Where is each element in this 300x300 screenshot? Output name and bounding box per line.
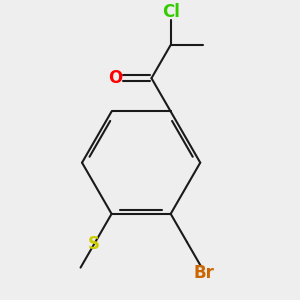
Text: Br: Br [194, 264, 214, 282]
Text: O: O [108, 69, 122, 87]
Text: S: S [88, 236, 100, 253]
Text: Cl: Cl [162, 3, 180, 21]
